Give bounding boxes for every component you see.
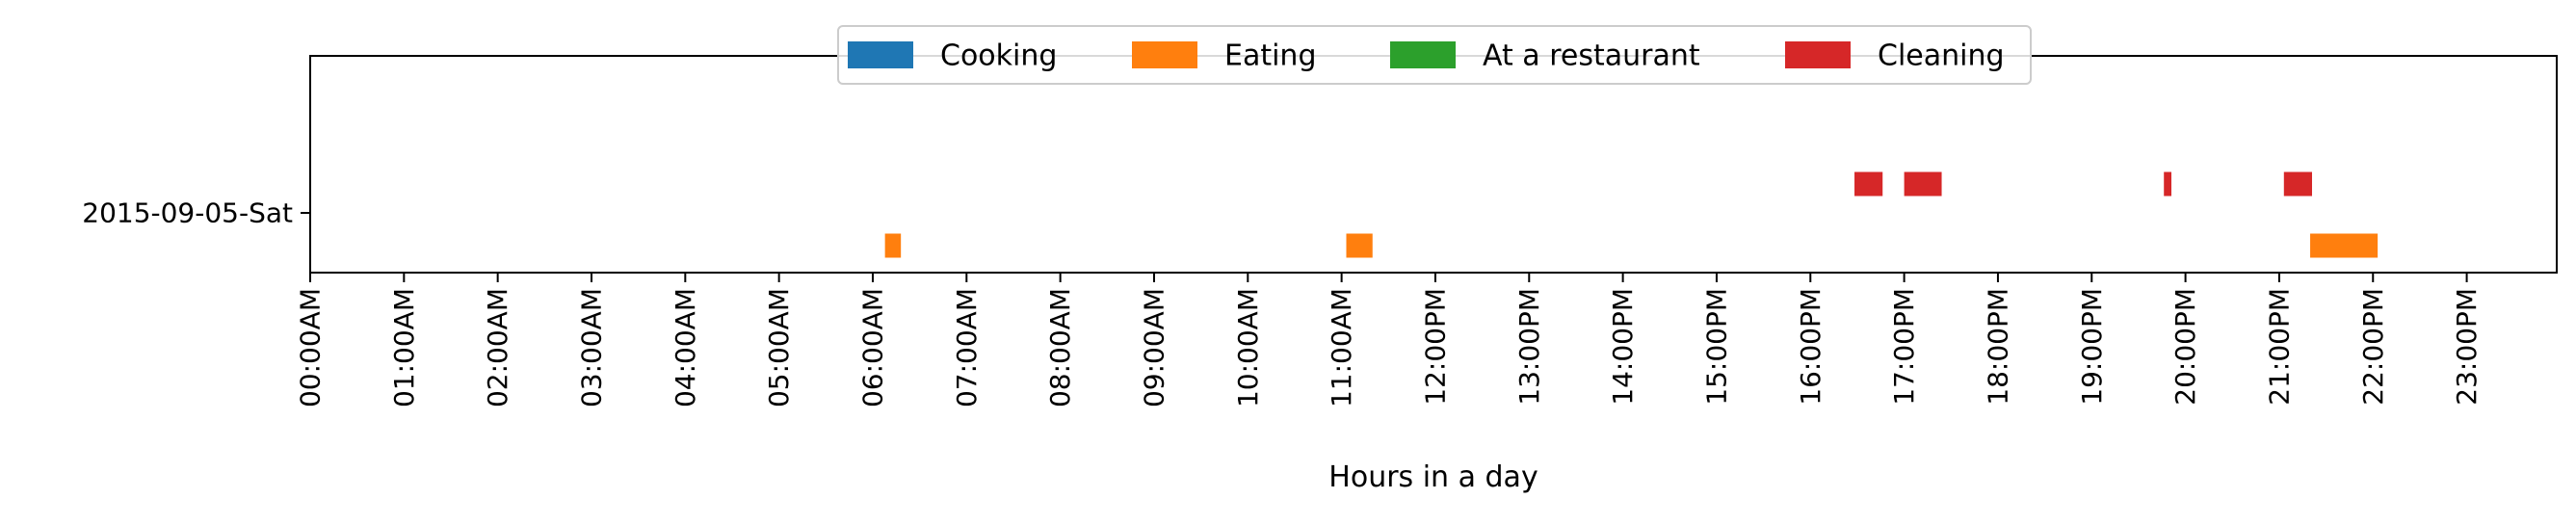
cleaning-interval-bar (1854, 171, 1883, 197)
x-tick-label: 05:00AM (763, 288, 795, 407)
x-tick-label: 22:00PM (2357, 288, 2389, 406)
x-tick-label: 07:00AM (951, 288, 983, 407)
x-tick-label: 08:00AM (1044, 288, 1076, 407)
x-tick-label: 06:00AM (856, 288, 888, 407)
x-tick-label: 02:00AM (482, 288, 513, 407)
x-tick-label: 21:00PM (2263, 288, 2295, 406)
x-tick-label: 18:00PM (1982, 288, 2013, 406)
x-tick-label: 15:00PM (1700, 288, 1732, 406)
eating-interval-bar (884, 233, 902, 258)
legend-swatch-cooking (848, 41, 913, 68)
x-tick-label: 14:00PM (1607, 288, 1639, 406)
legend-label-at-a-restaurant: At a restaurant (1483, 39, 1700, 73)
x-tick-label: 11:00AM (1326, 288, 1357, 407)
eating-interval-bar (1346, 233, 1373, 258)
marks-layer (884, 171, 2379, 258)
eating-interval-bar (2310, 233, 2379, 258)
x-tick-label: 09:00AM (1138, 288, 1170, 407)
legend: Cooking Eating At a restaurant Cleaning (837, 25, 2032, 85)
x-tick-label: 00:00AM (295, 288, 327, 407)
legend-label-eating: Eating (1224, 39, 1317, 73)
x-tick-label: 19:00PM (2076, 288, 2108, 406)
x-tick-label: 03:00AM (575, 288, 607, 407)
x-axis-title: Hours in a day (1328, 460, 1538, 494)
axes-layer: 00:00AM 01:00AM 02:00AM 03:00AM 04:00AM 05:00… (82, 197, 2483, 408)
cleaning-interval-bar (2164, 171, 2172, 197)
x-tick-label: 16:00PM (1795, 288, 1827, 406)
x-tick-label: 13:00PM (1513, 288, 1545, 406)
x-tick-label: 12:00PM (1419, 288, 1451, 406)
legend-swatch-at-a-restaurant (1390, 41, 1456, 68)
x-tick-label: 01:00AM (388, 288, 420, 407)
legend-label-cleaning: Cleaning (1878, 39, 2005, 73)
y-tick-label: 2015-09-05-Sat (82, 197, 293, 229)
x-tick-label: 04:00AM (670, 288, 701, 407)
x-tick-label: 20:00PM (2169, 288, 2201, 406)
x-tick-label: 23:00PM (2451, 288, 2483, 406)
cleaning-interval-bar (1904, 171, 1942, 197)
legend-label-cooking: Cooking (940, 39, 1057, 73)
x-tick-label: 17:00PM (1888, 288, 1920, 406)
x-tick-label: 10:00AM (1232, 288, 1264, 407)
legend-swatch-cleaning (1785, 41, 1851, 68)
legend-swatch-eating (1132, 41, 1197, 68)
cleaning-interval-bar (2283, 171, 2312, 197)
plot-area-background (310, 56, 2557, 273)
